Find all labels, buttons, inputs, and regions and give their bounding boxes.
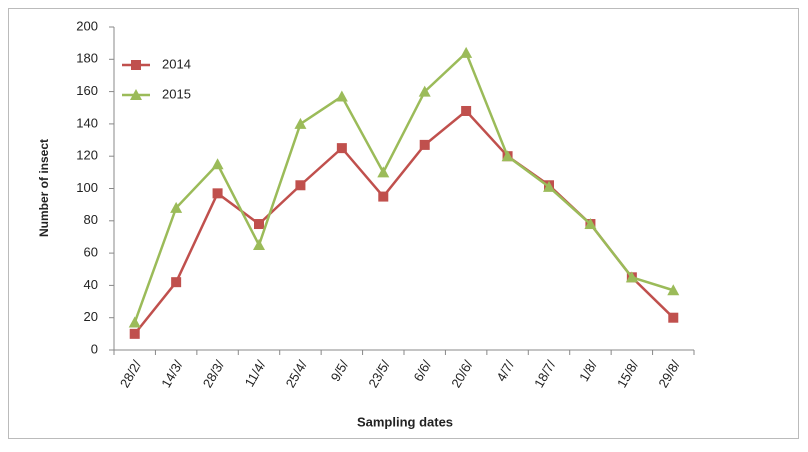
data-point <box>667 284 680 296</box>
data-point <box>171 277 182 288</box>
data-point <box>419 139 430 150</box>
y-tick-label: 180 <box>76 51 98 66</box>
x-tick-label: 28/3/ <box>200 357 228 390</box>
data-point <box>501 150 514 162</box>
data-point <box>129 328 140 339</box>
x-tick-label: 1/8/ <box>576 357 600 384</box>
data-point <box>336 143 347 154</box>
data-point <box>170 201 183 213</box>
data-point <box>295 180 306 191</box>
legend-label: 2014 <box>162 56 191 71</box>
data-point <box>543 180 555 192</box>
data-point <box>625 271 638 283</box>
data-point <box>294 117 307 129</box>
data-point <box>253 239 265 251</box>
y-tick-label: 100 <box>76 180 98 195</box>
x-tick-label: 9/5/ <box>328 357 352 384</box>
data-point <box>254 219 264 230</box>
x-tick-label: 11/4/ <box>242 357 269 389</box>
legend-marker <box>131 60 141 70</box>
data-point <box>212 188 223 199</box>
y-tick-label: 120 <box>76 148 98 163</box>
chart-frame <box>8 8 799 439</box>
data-point <box>584 218 597 230</box>
y-tick-label: 160 <box>76 83 98 98</box>
x-tick-label: 28/2/ <box>117 357 145 390</box>
data-point <box>378 191 389 202</box>
x-tick-label: 18/7/ <box>531 357 559 390</box>
x-tick-label: 6/6/ <box>410 357 434 384</box>
x-tick-label: 20/6/ <box>448 357 476 390</box>
y-tick-label: 140 <box>76 115 98 130</box>
x-tick-label: 4/7/ <box>493 357 517 384</box>
data-point <box>668 312 679 323</box>
data-point <box>461 105 472 116</box>
x-axis-title: Sampling dates <box>357 414 453 429</box>
series-line <box>133 50 674 323</box>
x-tick-label: 15/8/ <box>614 357 642 390</box>
data-point <box>460 46 473 58</box>
x-tick-label: 25/4/ <box>283 357 311 390</box>
data-point <box>211 158 224 170</box>
x-tick-label: 14/3/ <box>158 357 186 390</box>
legend-label: 2015 <box>162 86 191 101</box>
y-tick-label: 40 <box>84 277 98 292</box>
data-point <box>128 316 141 328</box>
data-point <box>418 85 431 97</box>
data-point <box>335 90 348 102</box>
x-tick-label: 23/5/ <box>365 357 393 390</box>
y-tick-label: 60 <box>84 245 98 260</box>
y-tick-label: 80 <box>84 212 98 227</box>
y-tick-label: 20 <box>84 309 98 324</box>
legend-marker <box>130 89 142 100</box>
x-tick-label: 29/8/ <box>655 357 683 390</box>
y-axis-title: Number of insect <box>37 139 51 237</box>
y-tick-label: 0 <box>91 341 98 356</box>
data-point <box>377 166 390 178</box>
y-tick-label: 200 <box>76 18 98 33</box>
